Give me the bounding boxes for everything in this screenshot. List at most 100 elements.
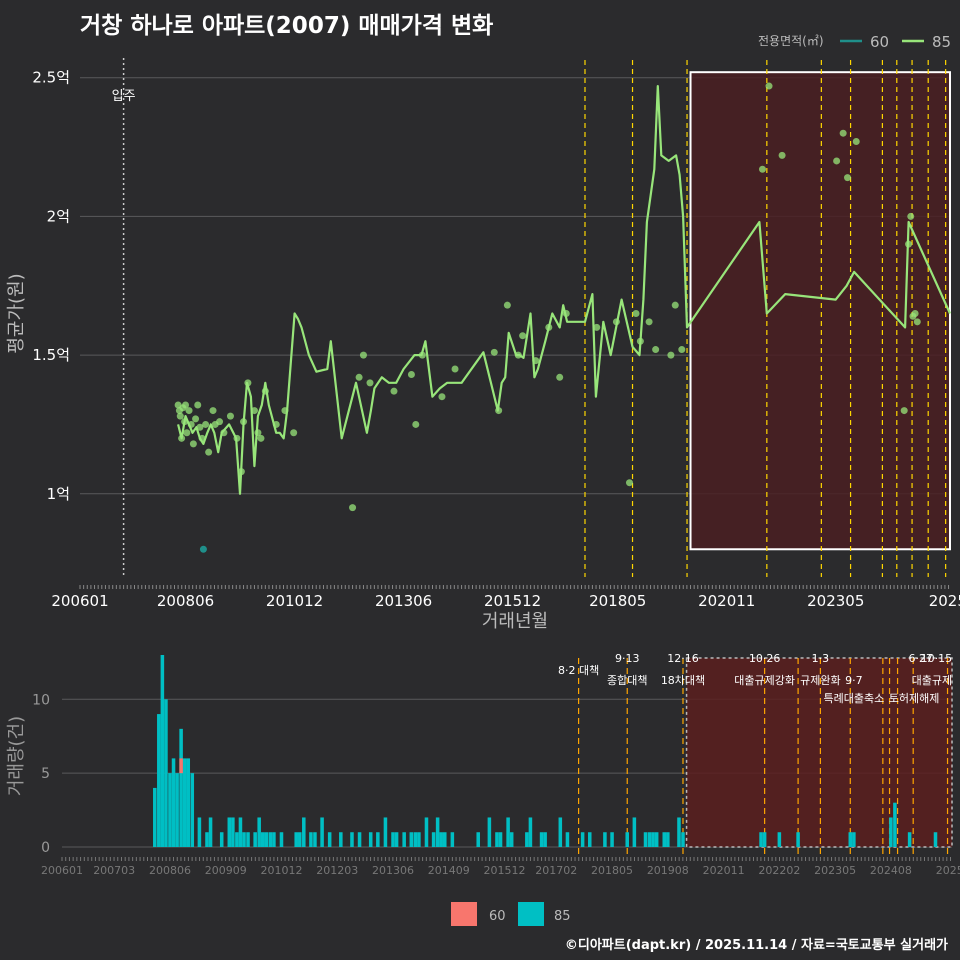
bar-85	[625, 832, 629, 847]
bar-85	[257, 817, 261, 847]
x-tick-label: 200601	[51, 592, 108, 610]
bar-85	[647, 832, 652, 847]
policy-annotation: 대출규제	[912, 674, 952, 687]
highlight-region	[689, 71, 951, 551]
bar-85	[506, 817, 510, 847]
bar-85	[383, 817, 388, 847]
bar-85	[197, 817, 202, 847]
x-tick-label: 201306	[375, 592, 432, 610]
x-tick-label: 201805	[589, 592, 646, 610]
bar-85	[413, 832, 418, 847]
bar-85	[417, 832, 421, 847]
bar-85	[175, 773, 179, 847]
bar-85	[450, 832, 455, 847]
data-point-85	[451, 365, 459, 373]
y-tick-label: 2억	[47, 207, 70, 225]
bar-85	[350, 832, 354, 847]
legend-label-85: 85	[932, 33, 951, 51]
y-tick-label: 1억	[47, 485, 70, 503]
y-axis-title: 평균가(원)	[6, 273, 27, 353]
data-point-85	[839, 129, 847, 137]
data-point-85	[900, 407, 908, 415]
bar-85	[171, 758, 176, 847]
bar-legend-swatch-85	[518, 902, 544, 926]
bar-85	[498, 832, 503, 847]
bar-85	[246, 832, 250, 847]
bar-x-tick-label: 202408	[870, 864, 912, 877]
policy-annotation: 규제완화	[800, 674, 840, 687]
bar-85	[186, 758, 191, 847]
data-point-85	[355, 373, 363, 381]
bar-85	[762, 832, 767, 847]
data-point-85	[194, 401, 202, 409]
data-point-85	[593, 323, 601, 331]
data-point-85	[652, 346, 660, 354]
bar-85	[848, 832, 853, 847]
bar-x-tick-label: 200806	[149, 864, 191, 877]
bar-85	[435, 817, 440, 847]
bar-85	[651, 832, 655, 847]
data-point-85	[632, 310, 640, 317]
data-point-85	[844, 174, 852, 182]
bar-85	[539, 832, 544, 847]
bar-85	[495, 832, 499, 847]
series-line-85	[177, 85, 952, 495]
data-point-60	[199, 545, 207, 553]
bar-85	[264, 832, 269, 847]
bar-85	[272, 832, 276, 847]
bar-x-tick-label: 201702	[535, 864, 577, 877]
bar-x-tick-label: 201512	[484, 864, 526, 877]
bar-85	[681, 832, 685, 847]
data-point-85	[257, 434, 265, 442]
bar-85	[376, 832, 380, 847]
policy-annotation: 토허제해제	[889, 691, 940, 705]
bar-85	[777, 832, 782, 847]
bar-85	[907, 832, 912, 847]
policy-annotation: 대출규제강화	[734, 674, 795, 687]
data-point-85	[911, 310, 919, 317]
bar-85	[654, 832, 659, 847]
bar-85	[509, 832, 514, 847]
bar-x-tick-label: 200601	[41, 864, 83, 877]
bar-85	[313, 832, 317, 847]
bar-85	[268, 832, 273, 847]
data-point-85	[407, 371, 415, 379]
move-in-label: 입주	[112, 89, 136, 104]
y-tick-label: 1.5억	[32, 346, 70, 364]
bar-x-tick-label: 200909	[205, 864, 247, 877]
data-point-85	[671, 301, 679, 309]
bar-85	[294, 832, 298, 847]
data-point-85	[202, 420, 210, 428]
bar-85	[219, 832, 224, 847]
legend-label-60: 60	[870, 33, 889, 51]
data-point-85	[205, 448, 213, 456]
data-point-85	[290, 429, 298, 437]
bar-85	[205, 832, 209, 847]
x-tick-label: 200806	[157, 592, 214, 610]
x-tick-label: 202011	[698, 592, 755, 610]
bar-85	[238, 817, 243, 847]
policy-annotation: 6·27	[909, 652, 934, 665]
bar-85	[439, 832, 443, 847]
bar-x-tick-label: 202202	[758, 864, 800, 877]
bar-85	[409, 832, 414, 847]
legend-title: 전용면적(㎡)	[758, 34, 824, 48]
x-axis-title: 거래년월	[482, 611, 548, 632]
bar-85	[260, 832, 265, 847]
data-point-85	[182, 401, 190, 409]
bar-85	[580, 832, 585, 847]
bar-85	[431, 832, 436, 847]
bar-85	[160, 655, 165, 847]
bar-85	[443, 832, 447, 847]
policy-annotation: 10·15	[921, 652, 953, 665]
bar-85	[852, 832, 856, 847]
bar-85	[662, 832, 667, 847]
bar-85	[759, 832, 763, 847]
data-point-85	[185, 407, 193, 415]
data-point-85	[216, 418, 224, 426]
bar-85	[487, 817, 492, 847]
data-point-85	[192, 415, 200, 423]
bar-x-tick-label: 201409	[428, 864, 470, 877]
data-point-85	[412, 420, 420, 428]
